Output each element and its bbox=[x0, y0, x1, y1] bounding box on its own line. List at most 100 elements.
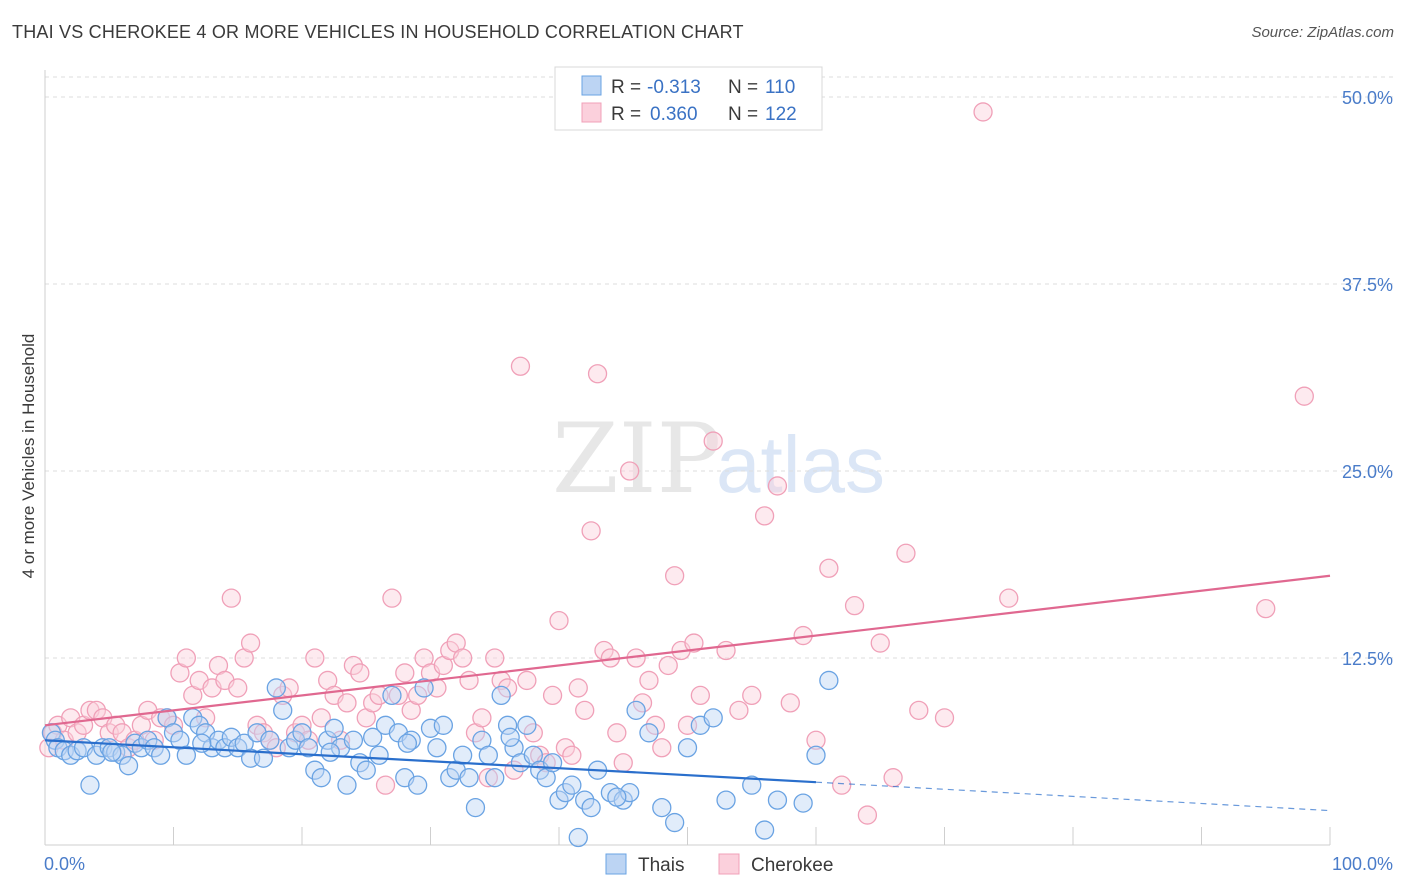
cherokee-point-37 bbox=[273, 685, 293, 706]
cherokee-point-22 bbox=[176, 648, 197, 668]
gridlines bbox=[45, 76, 1395, 659]
thais-point-107 bbox=[397, 733, 418, 753]
x-tick-label-0: 0.0% bbox=[44, 854, 85, 874]
source-label: Source: ZipAtlas.com bbox=[1251, 24, 1394, 41]
thais-point-103 bbox=[819, 670, 839, 691]
thais-point-36 bbox=[266, 678, 286, 698]
legend-n-label-thais: N = bbox=[728, 77, 758, 98]
thais-point-47 bbox=[337, 775, 357, 795]
cherokee-point-83 bbox=[568, 678, 588, 698]
thais-point-62 bbox=[433, 715, 454, 735]
y-tick-label-1: 25.0% bbox=[1342, 462, 1393, 482]
y-tick-label-2: 37.5% bbox=[1342, 275, 1393, 295]
cherokee-point-51 bbox=[363, 693, 383, 713]
thais-point-20 bbox=[163, 723, 184, 743]
cherokee-point-84 bbox=[575, 700, 595, 721]
thais-point-72 bbox=[497, 715, 518, 735]
cherokee-point-90 bbox=[613, 753, 633, 773]
cherokee-point-34 bbox=[253, 723, 274, 743]
cherokee-point-69 bbox=[478, 768, 498, 788]
cherokee-point-43 bbox=[311, 708, 331, 728]
thais-point-90 bbox=[626, 700, 646, 721]
cherokee-point-42 bbox=[305, 648, 325, 668]
cherokee-point-107 bbox=[754, 506, 775, 526]
thais-point-91 bbox=[639, 723, 659, 743]
thais-point-96 bbox=[703, 708, 723, 728]
tick-labels: 12.5% 25.0% 37.5% 50.0% 0.0% 100.0% bbox=[44, 88, 1393, 874]
cherokee-point-81 bbox=[555, 738, 576, 758]
cherokee-point-49 bbox=[350, 663, 370, 683]
legend-swatch-cherokee bbox=[581, 102, 602, 123]
thais-point-101 bbox=[793, 793, 813, 813]
legend-n-value-cherokee: 122 bbox=[765, 104, 797, 125]
axes bbox=[44, 70, 1331, 846]
cherokee-point-70 bbox=[485, 648, 505, 668]
thais-point-45 bbox=[324, 718, 344, 738]
cherokee-point-103 bbox=[703, 431, 723, 451]
legend-n-value-thais: 110 bbox=[765, 77, 795, 98]
thais-point-51 bbox=[363, 727, 383, 747]
thais-point-102 bbox=[806, 745, 826, 765]
cherokee-point-102 bbox=[690, 685, 710, 706]
cherokee-point-98 bbox=[665, 566, 685, 586]
thais-point-42 bbox=[305, 760, 325, 780]
cherokee-point-85 bbox=[581, 521, 601, 541]
cherokee-point-115 bbox=[857, 805, 878, 825]
thais-point-104 bbox=[102, 742, 122, 762]
cherokee-point-101 bbox=[684, 633, 704, 653]
thais-point-52 bbox=[369, 745, 389, 765]
cherokee-point-80 bbox=[549, 610, 569, 631]
thais-point-83 bbox=[568, 827, 588, 848]
legend-r-label-cherokee: R = bbox=[611, 104, 641, 125]
cherokee-point-48 bbox=[343, 655, 364, 676]
bottom-legend-label-cherokee: Cherokee bbox=[751, 855, 833, 876]
thais-point-65 bbox=[452, 745, 473, 765]
cherokee-point-74 bbox=[510, 356, 531, 376]
thais-point-97 bbox=[716, 790, 736, 810]
cherokee-point-113 bbox=[832, 775, 852, 795]
cherokee-point-30 bbox=[228, 678, 248, 698]
thais-point-7 bbox=[80, 775, 100, 795]
cherokee-point-76 bbox=[523, 723, 543, 743]
thais-point-70 bbox=[485, 768, 505, 788]
thais-point-34 bbox=[253, 748, 274, 768]
cherokee-point-119 bbox=[909, 700, 929, 721]
thais-point-98 bbox=[742, 775, 762, 795]
cherokee-point-79 bbox=[542, 685, 563, 706]
cherokee-point-93 bbox=[632, 693, 653, 713]
thais-point-85 bbox=[581, 797, 601, 818]
cherokee-point-86 bbox=[587, 364, 608, 384]
thais-point-69 bbox=[478, 745, 498, 765]
thais-point-54 bbox=[382, 685, 402, 706]
thais-point-35 bbox=[260, 730, 280, 750]
thais-point-71 bbox=[491, 685, 511, 706]
cherokee-point-97 bbox=[658, 655, 678, 676]
cherokee-point-75 bbox=[517, 670, 537, 691]
thais-point-99 bbox=[754, 820, 775, 840]
cherokee-point-89 bbox=[607, 723, 627, 743]
thais-point-106 bbox=[320, 742, 340, 762]
cherokee-point-123 bbox=[1294, 386, 1314, 406]
cherokee-point-111 bbox=[806, 730, 826, 750]
thais-point-48 bbox=[343, 730, 364, 750]
y-tick-label-3: 50.0% bbox=[1342, 88, 1393, 108]
bottom-legend-swatch-cherokee bbox=[718, 853, 740, 875]
legend-swatch-thais bbox=[581, 75, 602, 96]
thais-point-80 bbox=[549, 790, 569, 810]
cherokee-point-95 bbox=[645, 715, 666, 735]
cherokee-point-112 bbox=[819, 558, 839, 578]
cherokee-point-114 bbox=[844, 595, 865, 616]
thais-point-84 bbox=[575, 790, 595, 810]
thais-point-58 bbox=[407, 775, 428, 795]
y-tick-label-0: 12.5% bbox=[1342, 649, 1393, 669]
thais-point-82 bbox=[562, 775, 582, 795]
cherokee-point-116 bbox=[870, 633, 890, 653]
cherokee-point-33 bbox=[247, 715, 267, 735]
thais-point-59 bbox=[414, 678, 434, 698]
thais-point-109 bbox=[607, 787, 627, 807]
thais-point-81 bbox=[555, 782, 576, 803]
thais-point-66 bbox=[459, 768, 479, 788]
thais-point-100 bbox=[767, 790, 788, 810]
cherokee-point-68 bbox=[472, 708, 492, 728]
